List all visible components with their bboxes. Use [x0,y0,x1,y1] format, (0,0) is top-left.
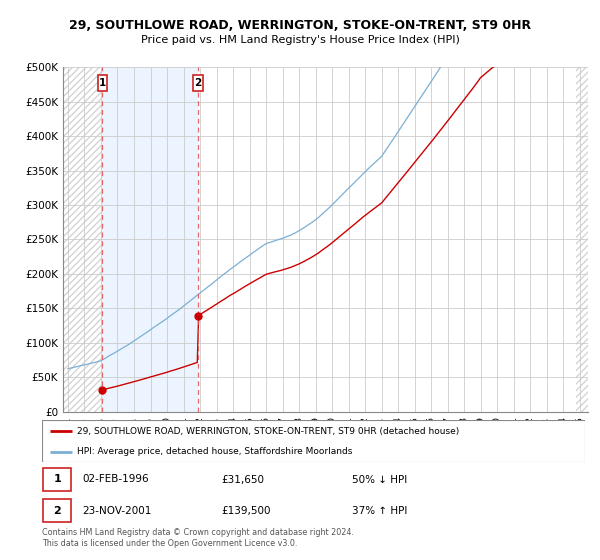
Text: 2: 2 [53,506,61,516]
Text: 29, SOUTHLOWE ROAD, WERRINGTON, STOKE-ON-TRENT, ST9 0HR (detached house): 29, SOUTHLOWE ROAD, WERRINGTON, STOKE-ON… [77,427,460,436]
Text: £139,500: £139,500 [221,506,271,516]
Text: 1: 1 [53,474,61,484]
Bar [63,67,103,412]
Bar [575,67,588,412]
Text: 23-NOV-2001: 23-NOV-2001 [83,506,152,516]
FancyBboxPatch shape [193,75,203,91]
Text: £31,650: £31,650 [221,474,264,484]
Text: 1: 1 [99,78,106,88]
FancyBboxPatch shape [98,75,107,91]
Bar [575,67,588,412]
Text: 29, SOUTHLOWE ROAD, WERRINGTON, STOKE-ON-TRENT, ST9 0HR: 29, SOUTHLOWE ROAD, WERRINGTON, STOKE-ON… [69,18,531,32]
Bar [43,500,71,522]
Text: HPI: Average price, detached house, Staffordshire Moorlands: HPI: Average price, detached house, Staf… [77,447,353,456]
Text: 37% ↑ HPI: 37% ↑ HPI [352,506,407,516]
Bar [103,67,198,412]
Text: 2: 2 [194,78,202,88]
Text: 50% ↓ HPI: 50% ↓ HPI [352,474,407,484]
Bar [43,468,71,491]
Text: Contains HM Land Registry data © Crown copyright and database right 2024.
This d: Contains HM Land Registry data © Crown c… [42,528,354,548]
Text: 02-FEB-1996: 02-FEB-1996 [83,474,149,484]
Text: Price paid vs. HM Land Registry's House Price Index (HPI): Price paid vs. HM Land Registry's House … [140,35,460,45]
Bar [63,67,103,412]
